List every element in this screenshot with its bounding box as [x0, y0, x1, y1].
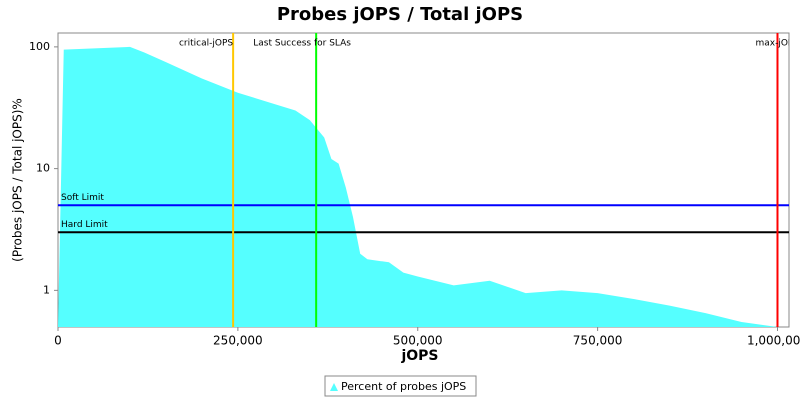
marker-label: Last Success for SLAs	[253, 39, 351, 49]
plot: Soft Limit Hard Limit critical-jOPS Last Su…	[58, 33, 799, 327]
x-axis-label: jOPS	[400, 348, 438, 364]
legend-swatch	[330, 383, 338, 391]
y-axis-label: (Probes jOPS / Total jOPS)%	[11, 98, 25, 262]
y-tick-label: 1	[43, 283, 50, 296]
legend-label: Percent of probes jOPS	[341, 380, 466, 393]
x-tick-label: 250,000	[213, 334, 263, 348]
axes: 1 10 100 0 250,000 500,000 750,000 1,000,000	[29, 40, 800, 348]
x-tick-label: 750,000	[573, 334, 623, 348]
legend	[324, 375, 477, 397]
chart-title: Probes jOPS / Total jOPS	[277, 4, 523, 25]
y-tick-label: 10	[36, 162, 50, 175]
limit-label: Hard Limit	[61, 220, 108, 230]
y-tick-label: 100	[29, 40, 50, 53]
x-tick-label: 1,000,000	[747, 334, 800, 348]
area	[58, 46, 778, 327]
marker-label: max-jOPS	[755, 39, 799, 49]
x-tick-label: 500,000	[393, 334, 443, 348]
limit-label: Soft Limit	[61, 193, 104, 203]
marker-label: critical-jOPS	[179, 39, 233, 49]
x-tick-label: 0	[54, 334, 62, 348]
